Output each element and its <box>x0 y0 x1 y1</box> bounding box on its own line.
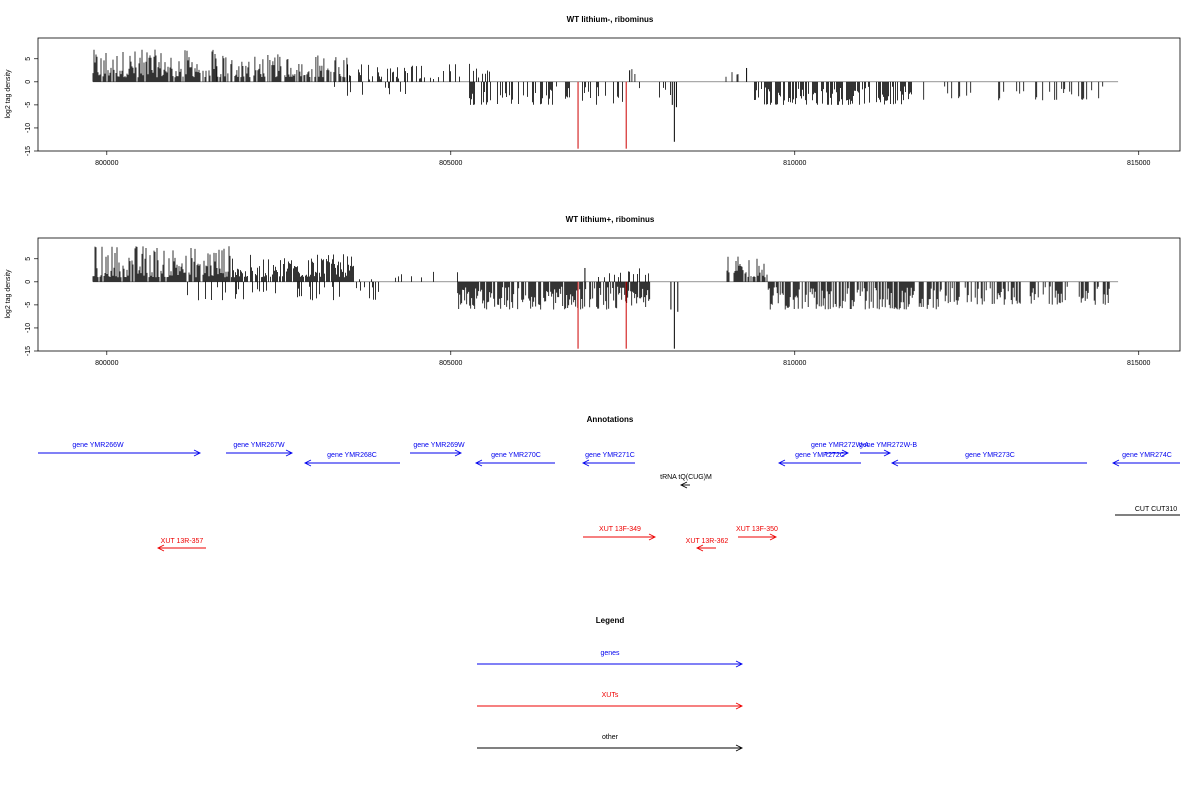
track-title: WT lithium-, ribominus <box>567 15 654 24</box>
density-bars-path <box>92 246 1110 310</box>
legend-title: Legend <box>596 616 625 625</box>
feature-arrow <box>1111 459 1180 467</box>
track-title: WT lithium+, ribominus <box>566 215 655 224</box>
feature-arrow <box>581 459 635 467</box>
y-tick-label: -15 <box>25 146 32 156</box>
legend-entry-label: other <box>602 734 619 741</box>
track-panel-lithium-plus: WT lithium+, ribominus log2 tag density … <box>5 215 1181 367</box>
x-tick-label: 805000 <box>439 160 462 167</box>
feature-label: gene YMR269W <box>413 442 465 449</box>
x-axis: 800000 805000 810000 815000 <box>95 151 1151 167</box>
feature-label: XUT 13R-362 <box>686 538 729 545</box>
legend-entry-label: genes <box>600 650 620 657</box>
y-tick-label: 5 <box>25 57 32 61</box>
feature-arrow <box>695 544 716 552</box>
feature-arrow <box>156 544 206 552</box>
y-tick-label: -10 <box>25 323 32 333</box>
x-tick-label: 815000 <box>1127 160 1150 167</box>
feature-arrow <box>410 449 463 457</box>
feature-label: gene YMR272W-B <box>859 442 917 449</box>
density-bars-path <box>92 49 1104 105</box>
feature-arrow <box>777 459 861 467</box>
density-bars <box>92 49 1119 149</box>
y-tick-label: -10 <box>25 123 32 133</box>
feature-label: gene YMR274C <box>1122 452 1172 459</box>
y-axis: 5 0 -5 -10 -15 <box>25 57 38 156</box>
x-tick-label: 800000 <box>95 360 118 367</box>
x-tick-label: 815000 <box>1127 360 1150 367</box>
feature-label: gene YMR270C <box>491 452 541 459</box>
x-tick-label: 810000 <box>783 160 806 167</box>
legend: Legend genes XUTs other <box>477 616 744 752</box>
feature-arrow <box>583 533 657 541</box>
y-axis-label: log2 tag density <box>5 269 12 319</box>
y-tick-label: 0 <box>25 280 32 284</box>
legend-entry-label: XUTs <box>602 692 619 699</box>
track-panel-lithium-minus: WT lithium-, ribominus log2 tag density … <box>5 15 1181 167</box>
legend-arrow <box>477 702 744 710</box>
feature-label: gene YMR272W-A <box>811 442 869 449</box>
plot-frame <box>37 237 1181 352</box>
feature-arrow <box>474 459 555 467</box>
annotations-panel: Annotations gene YMR266W gene YMR267Wgene… <box>38 415 1180 552</box>
feature-label: CUT CUT310 <box>1135 506 1177 513</box>
feature-arrow <box>679 481 690 489</box>
feature-label: XUT 13F-349 <box>599 526 641 533</box>
y-tick-label: -5 <box>25 302 32 308</box>
feature-arrow <box>890 459 1087 467</box>
y-axis-label: log2 tag density <box>5 69 12 119</box>
feature-arrow <box>825 449 850 457</box>
feature-label: gene YMR266W <box>72 442 124 449</box>
feature-label: gene YMR271C <box>585 452 635 459</box>
y-axis: 5 0 -5 -10 -15 <box>25 257 38 356</box>
legend-entries: genes XUTs other <box>477 650 744 752</box>
plot-frame <box>37 37 1181 152</box>
feature-label: gene YMR272C <box>795 452 845 459</box>
x-axis: 800000 805000 810000 815000 <box>95 351 1151 367</box>
y-tick-label: 0 <box>25 80 32 84</box>
feature-label: gene YMR273C <box>965 452 1015 459</box>
feature-label: XUT 13R-357 <box>161 538 204 545</box>
y-tick-label: -5 <box>25 102 32 108</box>
feature-arrow <box>303 459 400 467</box>
density-bars <box>92 246 1119 349</box>
annotation-features: gene YMR266W gene YMR267W gene YMR268C gene… <box>38 442 1180 552</box>
x-tick-label: 805000 <box>439 360 462 367</box>
feature-label: XUT 13F-350 <box>736 526 778 533</box>
feature-label: tRNA tQ(CUG)M <box>660 474 712 481</box>
y-tick-label: 5 <box>25 257 32 261</box>
x-tick-label: 800000 <box>95 160 118 167</box>
feature-arrow <box>738 533 778 541</box>
feature-arrow <box>38 449 202 457</box>
legend-arrow <box>477 660 744 668</box>
annotations-title: Annotations <box>587 415 634 424</box>
x-tick-label: 810000 <box>783 360 806 367</box>
y-tick-label: -15 <box>25 346 32 356</box>
feature-arrow <box>226 449 294 457</box>
feature-label: gene YMR268C <box>327 452 377 459</box>
feature-label: gene YMR267W <box>233 442 285 449</box>
feature-arrow <box>860 449 892 457</box>
legend-arrow <box>477 744 744 752</box>
